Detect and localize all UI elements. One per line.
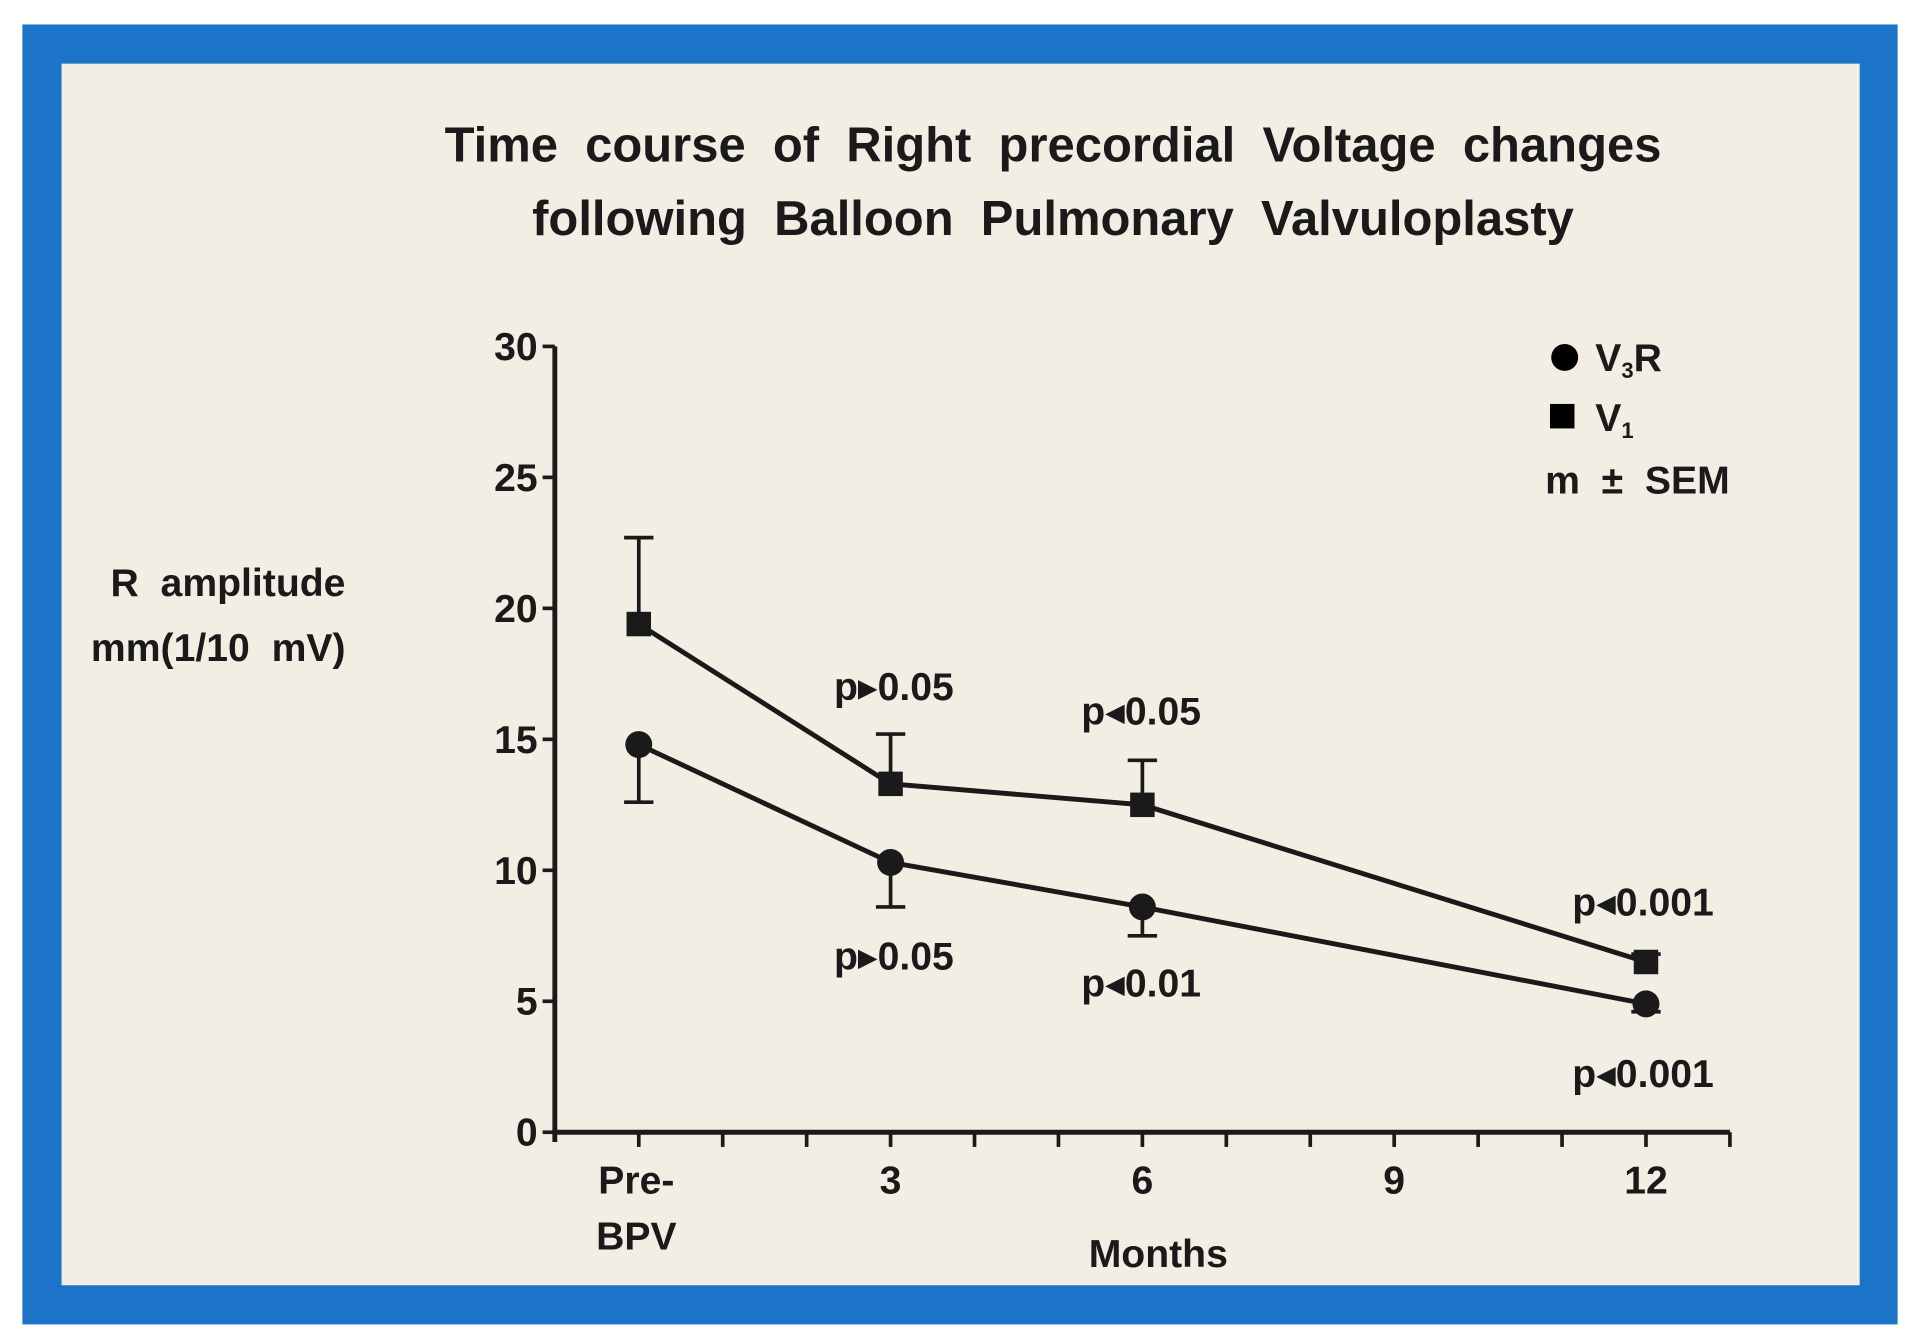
p-value-annotation: p▸0.05 bbox=[834, 935, 954, 978]
data-point-v3r bbox=[625, 731, 653, 759]
data-point-v1 bbox=[626, 611, 652, 637]
y-tick-label: 15 bbox=[494, 719, 538, 762]
y-axis-label-line2: mm(1/10 mV) bbox=[91, 627, 346, 670]
x-tick-label: 3 bbox=[880, 1159, 902, 1202]
x-tick-label: 6 bbox=[1131, 1159, 1153, 1202]
legend-marker-v1 bbox=[1549, 403, 1575, 429]
legend-note: m ± SEM bbox=[1545, 459, 1730, 502]
series-line-v1 bbox=[637, 621, 1647, 965]
x-tick-label: 12 bbox=[1624, 1159, 1668, 1202]
y-tick-label: 5 bbox=[516, 981, 538, 1024]
p-value-annotation: p◂0.001 bbox=[1572, 1053, 1714, 1096]
chart-title-line2: following Balloon Pulmonary Valvuloplast… bbox=[532, 192, 1574, 246]
y-tick-label: 0 bbox=[516, 1112, 538, 1155]
p-value-annotation: p◂0.001 bbox=[1572, 882, 1714, 925]
data-point-v1 bbox=[1633, 949, 1659, 975]
x-tick-label: Pre- bbox=[598, 1159, 674, 1202]
data-point-v1 bbox=[878, 771, 903, 797]
x-tick-label: 9 bbox=[1383, 1159, 1405, 1202]
data-point-v1 bbox=[1130, 792, 1155, 818]
chart-title-line1: Time course of Right precordial Voltage … bbox=[445, 119, 1662, 173]
y-tick-label: 10 bbox=[494, 850, 538, 893]
legend-marker-v3r bbox=[1551, 343, 1579, 371]
series-line-v3r bbox=[637, 742, 1647, 1007]
p-value-annotation: p▸0.05 bbox=[834, 666, 954, 709]
p-value-annotation: p◂0.01 bbox=[1081, 962, 1201, 1005]
data-point-v3r bbox=[1128, 893, 1156, 921]
x-tick-label: BPV bbox=[596, 1216, 677, 1259]
p-value-annotation: p◂0.05 bbox=[1081, 691, 1201, 734]
y-axis-label-line1: R amplitude bbox=[111, 562, 346, 605]
data-point-v3r bbox=[1632, 990, 1660, 1018]
data-point-v3r bbox=[877, 848, 905, 876]
y-tick-label: 20 bbox=[494, 588, 538, 631]
y-tick-label: 25 bbox=[494, 457, 538, 500]
paper-background bbox=[61, 63, 1860, 1286]
y-tick-label: 30 bbox=[494, 326, 538, 369]
x-axis-label: Months bbox=[1089, 1233, 1228, 1276]
